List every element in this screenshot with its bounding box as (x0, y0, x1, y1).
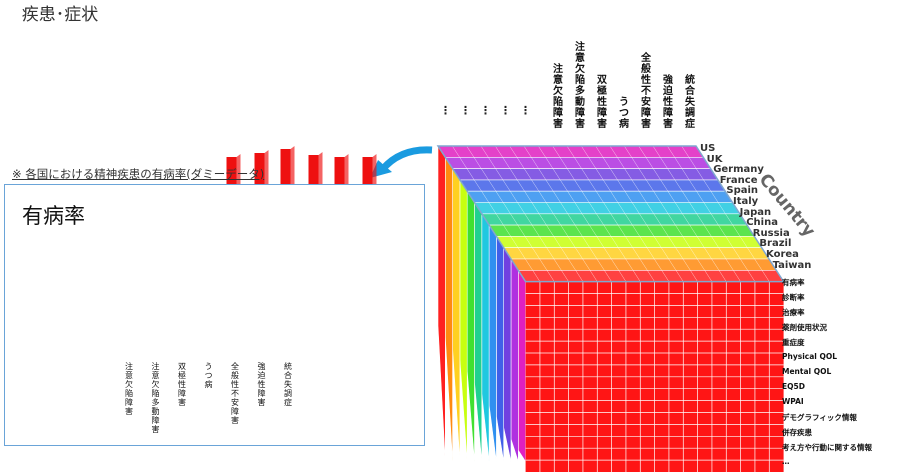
country-label: Russia (752, 227, 790, 239)
metric-label: EQ5D (782, 382, 805, 391)
cube-side-slice (488, 224, 497, 462)
ellipsis-mark: ⋮ (460, 104, 471, 117)
grid-line (652, 145, 741, 282)
disease-label: う つ 病 (619, 97, 629, 130)
bar-category-label: 統 合 失 調 症 (284, 362, 292, 407)
ellipsis-mark: ⋮ (440, 104, 451, 117)
cube-side-slice (474, 201, 483, 462)
cube-side-slice (481, 212, 490, 462)
metric-label: … (782, 457, 790, 466)
country-label: UK (706, 153, 723, 165)
cube-side-slice (496, 235, 505, 462)
country-label: Italy (733, 196, 759, 207)
grid-line (552, 145, 641, 282)
grid-line (667, 145, 756, 282)
cube-side-slice (437, 144, 446, 462)
metric-label: 併存疾患 (782, 428, 812, 437)
cube-side-slice (459, 178, 468, 462)
bar-top (334, 154, 349, 157)
metric-label: Mental QOL (782, 367, 832, 376)
cube-side-slice (503, 246, 512, 462)
bar-category-label: う つ 病 (204, 362, 213, 389)
ellipsis-mark: ⋮ (500, 104, 511, 117)
grid-line (595, 145, 684, 282)
metric-label: 考え方や行動に関する情報 (782, 443, 872, 452)
grid-line (638, 145, 727, 282)
cube-title: 疾患･症状 (21, 5, 99, 25)
bar-category-label: 全 般 性 不 安 障 害 (231, 362, 239, 425)
country-label: Taiwan (772, 259, 812, 271)
grid-line (566, 145, 655, 282)
disease-label: 全 般 性 不 安 障 害 (641, 53, 651, 130)
bar-top (308, 152, 323, 155)
bar-category-label: 注 意 欠 陥 多 動 障 害 (151, 362, 160, 434)
metric-label: WPAI (782, 397, 804, 406)
metric-label: 診断率 (782, 293, 805, 302)
metric-label: Physical QOL (782, 352, 837, 361)
grid-line (509, 145, 598, 282)
bar-category-label: 双 極 性 障 害 (178, 362, 186, 407)
disease-label: 統 合 失 調 症 (685, 75, 695, 130)
grid-line (466, 145, 555, 282)
ellipsis-mark: ⋮ (480, 104, 491, 117)
grid-line (609, 145, 698, 282)
cube-side-slice (510, 257, 519, 462)
bar-category-label: 強 迫 性 障 害 (257, 362, 266, 407)
grid-line (538, 145, 627, 282)
disease-label: 注 意 欠 陥 多 動 障 害 (575, 42, 585, 130)
panel-title: 有病率 (22, 204, 85, 228)
grid-line (480, 145, 569, 282)
bar-top (362, 154, 377, 157)
cube-outline (436, 145, 785, 283)
cube-side-slice (444, 156, 453, 462)
prevalence-panel (4, 184, 425, 446)
country-label: Japan (739, 206, 772, 218)
cube-side-slice (466, 190, 475, 462)
metric-label: デモグラフィック情報 (782, 413, 857, 422)
curved-arrow-icon (370, 146, 433, 178)
metric-label: 有病率 (782, 278, 805, 287)
grid-line (681, 145, 770, 282)
grid-line (523, 145, 612, 282)
bar-top (226, 154, 241, 157)
country-label: France (719, 174, 758, 186)
bar-category-label: 注 意 欠 陥 障 害 (125, 362, 133, 416)
disease-label: 注 意 欠 陥 障 害 (553, 64, 563, 130)
metric-label: 薬剤使用状況 (782, 323, 827, 332)
grid-line (624, 145, 713, 282)
cube-side-slice (517, 269, 526, 463)
disease-label: 双 極 性 障 害 (597, 75, 607, 130)
country-label: Germany (713, 164, 764, 176)
cube-side-slice (452, 167, 461, 462)
country-label: Korea (766, 249, 799, 260)
grid-line (495, 145, 584, 282)
bar-top (280, 146, 295, 149)
grid-line (452, 145, 541, 282)
grid-line (581, 145, 670, 282)
country-label: Spain (726, 185, 759, 197)
disease-label: 強 迫 性 障 害 (663, 75, 673, 130)
metric-label: 治療率 (782, 308, 805, 317)
ellipsis-mark: ⋮ (520, 104, 531, 117)
country-label: China (746, 217, 778, 229)
country-label: Brazil (759, 238, 792, 250)
data-cube (436, 144, 785, 472)
country-label: US (700, 143, 716, 154)
panel-caption: ※ 各国における精神疾患の有病率(ダミーデータ) (12, 167, 265, 181)
bar-top (254, 150, 269, 153)
metric-label: 重症度 (782, 338, 805, 347)
